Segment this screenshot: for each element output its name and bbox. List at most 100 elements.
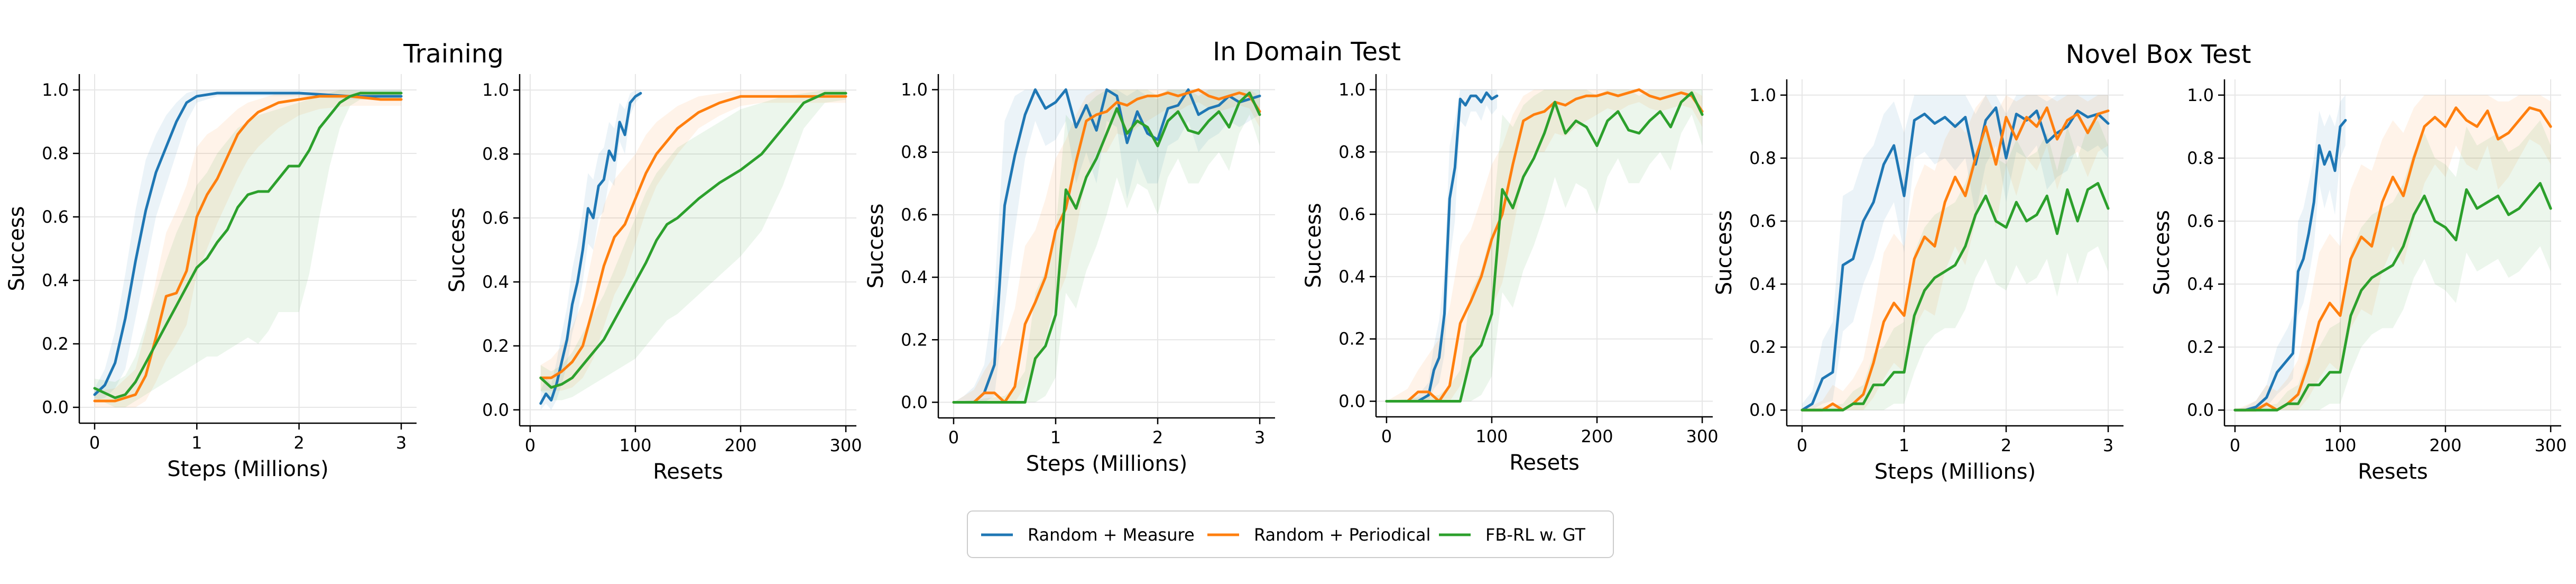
group-title-novel-box-test: Novel Box Test — [2066, 40, 2251, 69]
x-tick-label-2: 100 — [619, 435, 651, 455]
chart-panel-3: 0 1 2 3 0.0 0.2 0.4 0.6 0.8 1.0 Steps (Millions) Su… — [864, 74, 1275, 476]
series-line-3 — [93, 92, 403, 399]
y-axis-label: Success — [2150, 210, 2174, 295]
confidence-band-1 — [954, 89, 1260, 403]
y-tick-label-5: 0.8 — [1749, 148, 1776, 168]
series-line-1 — [952, 88, 1261, 404]
x-tick-label-4: 300 — [830, 435, 862, 455]
x-axis-label: Steps (Millions) — [1026, 452, 1187, 476]
x-tick-label-3: 2 — [2001, 435, 2011, 455]
series-line-3 — [1385, 91, 1704, 403]
x-tick-label-1: 0 — [1797, 435, 1807, 455]
y-axis-label: Success — [5, 206, 29, 291]
x-tick-label-1: 0 — [2230, 435, 2240, 455]
confidence-band-3 — [1386, 89, 1703, 402]
y-tick-label-5: 0.8 — [2187, 148, 2214, 168]
x-tick-label-1: 0 — [89, 433, 100, 453]
y-tick-label-3: 0.4 — [42, 270, 69, 290]
x-axis-label: Steps (Millions) — [1875, 460, 2036, 484]
confidence-band-2 — [954, 89, 1260, 403]
series-line-2 — [93, 95, 403, 403]
confidence-band-2 — [1386, 89, 1703, 402]
y-tick-label-6: 1.0 — [2187, 85, 2214, 105]
confidence-band-1 — [95, 90, 401, 401]
series-line-3 — [2233, 182, 2552, 412]
chart-panel-5: 0 1 2 3 0.0 0.2 0.4 0.6 0.8 1.0 Steps (Millions) Su… — [1712, 79, 2123, 484]
x-tick-label-1: 0 — [948, 427, 959, 448]
y-tick-label-2: 0.2 — [901, 330, 928, 350]
series-line-3 — [952, 92, 1261, 404]
y-tick-label-1: 0.0 — [1338, 391, 1365, 412]
y-tick-label-3: 0.4 — [1749, 274, 1776, 294]
group-title-in-domain-test: In Domain Test — [1213, 37, 1401, 67]
x-tick-label-2: 1 — [1899, 435, 1909, 455]
x-tick-label-3: 2 — [1152, 427, 1163, 448]
y-tick-label-2: 0.2 — [1338, 329, 1365, 349]
y-axis-label: Success — [1301, 203, 1326, 288]
x-axis-label: Resets — [1509, 451, 1580, 475]
series-line-1 — [1801, 106, 2110, 412]
series-line-1 — [539, 92, 642, 405]
x-tick-label-3: 2 — [293, 433, 304, 453]
x-tick-label-3: 200 — [1581, 426, 1613, 446]
y-tick-label-2: 0.2 — [482, 336, 509, 356]
y-tick-label-6: 1.0 — [482, 80, 509, 100]
y-tick-label-2: 0.2 — [42, 334, 69, 354]
legend: Random + Measure Random + Periodical FB-… — [967, 510, 1614, 558]
series-line-1 — [2233, 118, 2347, 412]
y-tick-label-4: 0.6 — [1749, 211, 1776, 231]
y-tick-label-3: 0.4 — [901, 267, 928, 287]
confidence-band-3 — [540, 90, 846, 400]
y-axis-label: Success — [864, 203, 888, 288]
y-tick-label-5: 0.8 — [42, 143, 69, 163]
y-tick-label-4: 0.6 — [2187, 211, 2214, 231]
y-axis-label: Success — [1712, 210, 1737, 295]
series-line-2 — [2233, 106, 2552, 412]
x-tick-label-1: 0 — [525, 435, 535, 455]
confidence-band-2 — [540, 90, 846, 391]
series-line-2 — [1801, 106, 2110, 412]
series-line-3 — [539, 92, 847, 389]
confidence-band-1 — [540, 90, 641, 410]
legend-label-random-periodical: Random + Periodical — [1254, 525, 1430, 545]
y-tick-label-6: 1.0 — [1749, 85, 1776, 105]
x-tick-label-4: 3 — [2103, 435, 2113, 455]
confidence-band-2 — [95, 90, 401, 407]
group-title-training: Training — [403, 39, 503, 69]
series-line-2 — [539, 95, 847, 379]
y-tick-label-2: 0.2 — [1749, 337, 1776, 357]
chart-panel-4: 0 100 200 300 0.0 0.2 0.4 0.6 0.8 1.0 Resets Succes… — [1301, 74, 1719, 475]
chart-panels: 0 1 2 3 0.0 0.2 0.4 0.6 0.8 1.0 Steps (Millions) Su… — [5, 74, 2567, 484]
y-tick-label-1: 0.0 — [482, 400, 509, 420]
y-tick-label-1: 0.0 — [901, 392, 928, 412]
legend-label-random-measure: Random + Measure — [1028, 525, 1195, 545]
confidence-band-2 — [2235, 95, 2551, 410]
series-line-1 — [1385, 91, 1499, 403]
y-tick-label-1: 0.0 — [42, 397, 69, 417]
series-line-2 — [1385, 88, 1704, 403]
y-tick-label-4: 0.6 — [901, 205, 928, 225]
y-tick-label-3: 0.4 — [2187, 274, 2214, 294]
y-tick-label-6: 1.0 — [901, 80, 928, 100]
chart-panel-1: 0 1 2 3 0.0 0.2 0.4 0.6 0.8 1.0 Steps (Millions) Su… — [5, 74, 417, 481]
confidence-band-3 — [954, 89, 1260, 403]
y-tick-label-1: 0.0 — [2187, 400, 2214, 420]
series-line-3 — [1801, 182, 2110, 412]
y-tick-label-4: 0.6 — [1338, 204, 1365, 224]
x-tick-label-3: 200 — [2429, 435, 2461, 455]
legend-label-fb-rl-gt: FB-RL w. GT — [1485, 525, 1585, 545]
y-tick-label-6: 1.0 — [42, 80, 69, 100]
chart-panel-2: 0 100 200 300 0.0 0.2 0.4 0.6 0.8 1.0 Resets Succes… — [445, 74, 862, 484]
y-tick-label-4: 0.6 — [42, 207, 69, 227]
x-axis-label: Resets — [653, 460, 723, 484]
x-tick-label-3: 200 — [724, 435, 756, 455]
x-tick-label-2: 100 — [1475, 426, 1508, 446]
confidence-band-2 — [1802, 95, 2108, 410]
y-tick-label-3: 0.4 — [482, 272, 509, 292]
y-tick-label-3: 0.4 — [1338, 267, 1365, 287]
y-tick-label-1: 0.0 — [1749, 400, 1776, 420]
x-axis-label: Steps (Millions) — [167, 457, 328, 481]
legend-frame — [967, 510, 1614, 558]
